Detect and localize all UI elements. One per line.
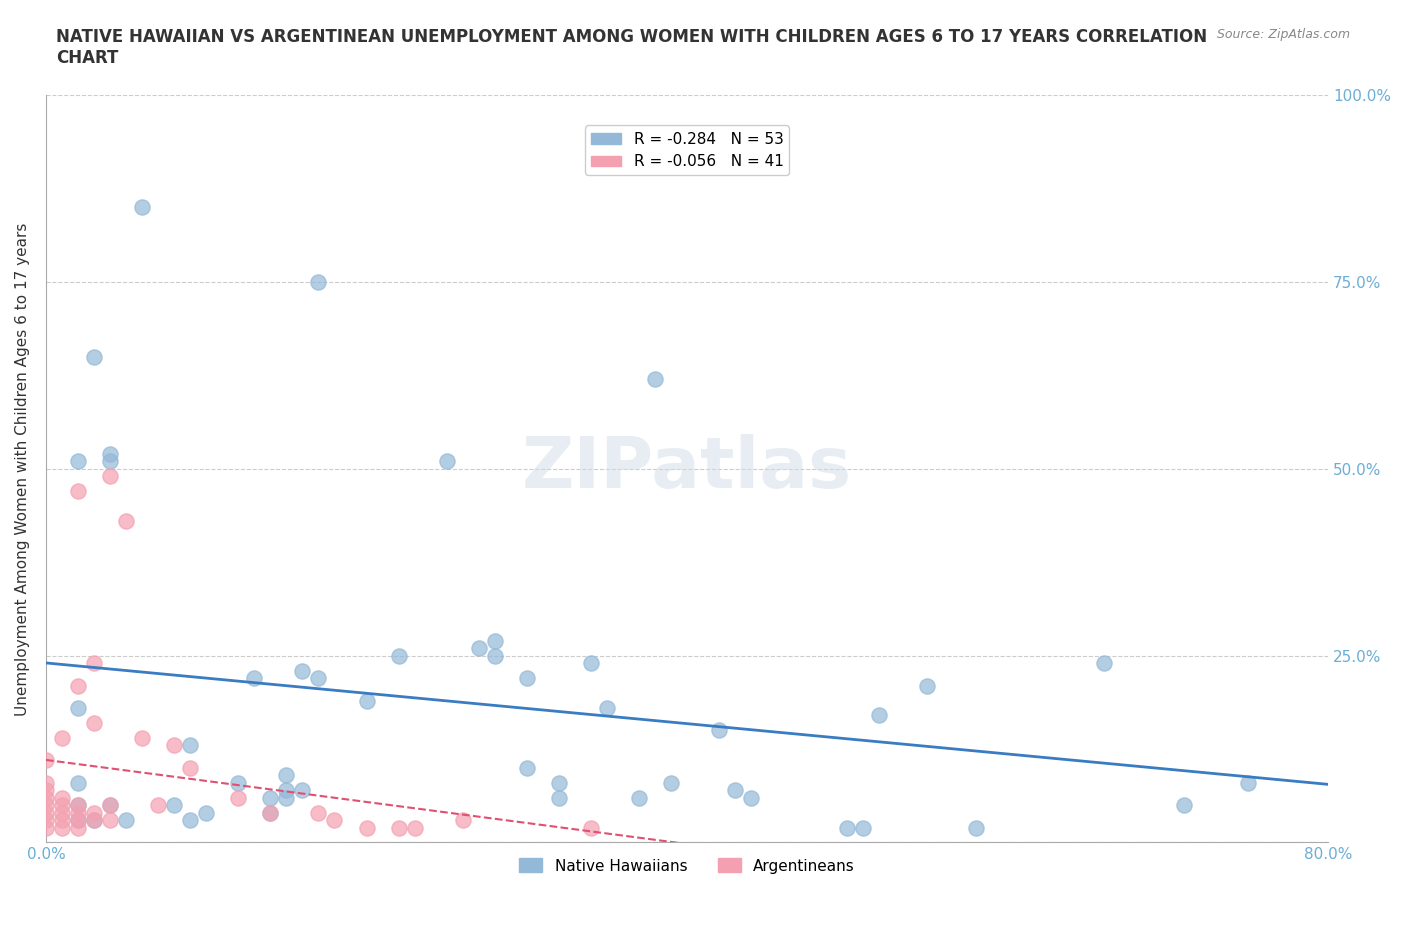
Native Hawaiians [547,776,569,790]
Argentineans [98,798,121,813]
Native Hawaiians [707,723,730,737]
Argentineans [98,813,121,828]
Native Hawaiians [243,671,266,685]
Native Hawaiians [484,648,506,663]
Native Hawaiians [98,798,121,813]
Argentineans [66,678,89,693]
Native Hawaiians [724,783,747,798]
Argentineans [131,730,153,745]
Native Hawaiians [436,454,458,469]
Argentineans [83,805,105,820]
Argentineans [66,805,89,820]
Native Hawaiians [66,776,89,790]
Argentineans [356,820,378,835]
Argentineans [115,513,138,528]
Text: NATIVE HAWAIIAN VS ARGENTINEAN UNEMPLOYMENT AMONG WOMEN WITH CHILDREN AGES 6 TO : NATIVE HAWAIIAN VS ARGENTINEAN UNEMPLOYM… [56,28,1208,67]
Native Hawaiians [66,798,89,813]
Native Hawaiians [547,790,569,805]
Legend: Native Hawaiians, Argentineans: Native Hawaiians, Argentineans [513,853,860,880]
Native Hawaiians [276,790,298,805]
Argentineans [35,790,58,805]
Native Hawaiians [276,768,298,783]
Native Hawaiians [83,350,105,365]
Native Hawaiians [579,656,602,671]
Argentineans [35,805,58,820]
Native Hawaiians [259,790,281,805]
Argentineans [66,798,89,813]
Native Hawaiians [276,783,298,798]
Native Hawaiians [868,708,890,723]
Argentineans [35,813,58,828]
Argentineans [35,783,58,798]
Native Hawaiians [917,678,939,693]
Native Hawaiians [131,200,153,215]
Text: ZIPatlas: ZIPatlas [522,434,852,503]
Argentineans [66,484,89,498]
Native Hawaiians [83,813,105,828]
Native Hawaiians [659,776,682,790]
Argentineans [404,820,426,835]
Native Hawaiians [1237,776,1260,790]
Argentineans [83,715,105,730]
Argentineans [66,813,89,828]
Native Hawaiians [66,700,89,715]
Native Hawaiians [627,790,650,805]
Argentineans [451,813,474,828]
Native Hawaiians [484,633,506,648]
Native Hawaiians [291,663,314,678]
Argentineans [179,761,201,776]
Argentineans [163,737,186,752]
Native Hawaiians [965,820,987,835]
Native Hawaiians [291,783,314,798]
Native Hawaiians [852,820,875,835]
Native Hawaiians [467,641,489,656]
Y-axis label: Unemployment Among Women with Children Ages 6 to 17 years: Unemployment Among Women with Children A… [15,222,30,715]
Argentineans [51,798,73,813]
Native Hawaiians [516,761,538,776]
Argentineans [51,805,73,820]
Argentineans [51,790,73,805]
Native Hawaiians [259,805,281,820]
Argentineans [307,805,329,820]
Native Hawaiians [66,454,89,469]
Native Hawaiians [596,700,619,715]
Argentineans [83,656,105,671]
Native Hawaiians [66,813,89,828]
Argentineans [579,820,602,835]
Native Hawaiians [1092,656,1115,671]
Argentineans [66,820,89,835]
Argentineans [83,813,105,828]
Native Hawaiians [356,693,378,708]
Native Hawaiians [98,454,121,469]
Argentineans [98,469,121,484]
Native Hawaiians [179,737,201,752]
Argentineans [35,820,58,835]
Argentineans [323,813,346,828]
Native Hawaiians [226,776,249,790]
Native Hawaiians [195,805,218,820]
Argentineans [146,798,169,813]
Native Hawaiians [179,813,201,828]
Native Hawaiians [387,648,409,663]
Text: Source: ZipAtlas.com: Source: ZipAtlas.com [1216,28,1350,41]
Native Hawaiians [644,372,666,387]
Argentineans [259,805,281,820]
Argentineans [35,798,58,813]
Argentineans [226,790,249,805]
Argentineans [387,820,409,835]
Native Hawaiians [163,798,186,813]
Native Hawaiians [1173,798,1195,813]
Native Hawaiians [307,274,329,289]
Native Hawaiians [837,820,859,835]
Native Hawaiians [516,671,538,685]
Native Hawaiians [115,813,138,828]
Argentineans [35,753,58,768]
Argentineans [51,813,73,828]
Argentineans [35,776,58,790]
Argentineans [51,820,73,835]
Native Hawaiians [740,790,762,805]
Argentineans [51,730,73,745]
Native Hawaiians [98,446,121,461]
Native Hawaiians [307,671,329,685]
